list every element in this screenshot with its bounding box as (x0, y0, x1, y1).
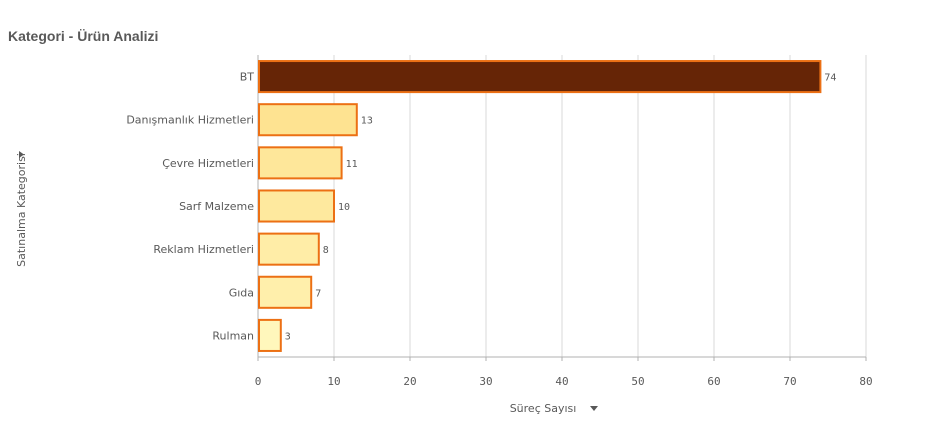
data-label: 74 (824, 73, 836, 84)
x-tick-label: 60 (707, 375, 720, 388)
gridlines (257, 55, 867, 361)
x-axis-dropdown-icon[interactable] (590, 406, 598, 411)
bar[interactable] (258, 275, 313, 309)
y-axis-dropdown-icon[interactable] (19, 151, 24, 158)
data-labels: 74 13 11 10 8 7 3 (285, 73, 837, 343)
category-label[interactable]: Rulman (212, 329, 254, 342)
x-tick-label: 70 (783, 375, 796, 388)
x-tick-label: 40 (555, 375, 568, 388)
bar[interactable] (258, 232, 320, 266)
category-label[interactable]: Çevre Hizmetleri (162, 157, 254, 170)
x-tick-label: 20 (403, 375, 416, 388)
category-label[interactable]: Danışmanlık Hizmetleri (126, 114, 254, 127)
x-tick-label: 30 (479, 375, 492, 388)
category-label[interactable]: BT (240, 71, 255, 84)
x-axis-title[interactable]: Süreç Sayısı (510, 402, 577, 415)
y-axis-title[interactable]: Satınalma Kategorisi (15, 153, 28, 267)
category-label[interactable]: Gıda (229, 286, 254, 299)
x-tick-label: 0 (255, 375, 262, 388)
bar[interactable] (258, 60, 822, 94)
data-label: 10 (338, 202, 350, 213)
category-label[interactable]: Sarf Malzeme (179, 200, 254, 213)
data-label: 13 (361, 116, 373, 127)
data-label: 3 (285, 331, 291, 342)
data-label: 7 (315, 288, 321, 299)
chart-title: Kategori - Ürün Analizi (8, 28, 159, 44)
data-label: 11 (346, 159, 358, 170)
x-tick-label: 50 (631, 375, 644, 388)
x-tick-label: 80 (859, 375, 872, 388)
data-label: 8 (323, 245, 329, 256)
bar[interactable] (258, 103, 358, 137)
category-labels: BT Danışmanlık Hizmetleri Çevre Hizmetleri… (126, 71, 254, 343)
bars (258, 60, 822, 352)
bar[interactable] (258, 318, 282, 352)
bar[interactable] (258, 146, 343, 180)
x-tick-labels: 0 10 20 30 40 50 60 70 80 (255, 375, 873, 388)
x-tick-label: 10 (327, 375, 340, 388)
bar[interactable] (258, 189, 335, 223)
category-label[interactable]: Reklam Hizmetleri (153, 243, 254, 256)
